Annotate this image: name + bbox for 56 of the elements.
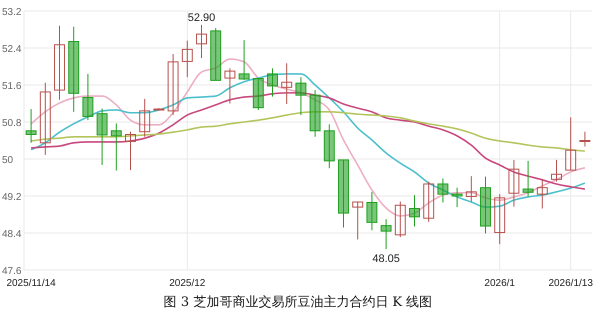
candlestick (366, 191, 378, 231)
candlestick (437, 178, 448, 203)
candlestick (125, 131, 136, 171)
candlestick (551, 159, 562, 182)
candlestick (26, 108, 37, 144)
candlestick (536, 179, 548, 209)
candlestick (494, 194, 506, 245)
candlestick (423, 181, 434, 222)
candlestick (409, 194, 420, 228)
candlestick (68, 26, 80, 112)
candlestick (182, 40, 193, 78)
candlestick (224, 68, 236, 104)
y-tick-label: 49.2 (2, 192, 22, 203)
y-tick-label: 48.4 (2, 229, 22, 240)
y-tick-label: 52.4 (2, 44, 22, 55)
candlestick (352, 202, 364, 240)
candlestick (196, 24, 207, 59)
candlestick (394, 201, 406, 238)
candlestick (380, 218, 392, 250)
y-tick-label: 47.6 (2, 266, 22, 277)
candlestick (267, 68, 278, 98)
candlestick (54, 25, 65, 100)
candlestick (82, 73, 94, 121)
candlestick (324, 124, 335, 169)
candlestick (252, 78, 264, 110)
candlestick (338, 159, 349, 228)
candlestick (565, 116, 576, 171)
y-tick-label: 51.6 (2, 81, 22, 92)
candlestick (139, 98, 150, 138)
candlestick (238, 40, 250, 80)
candlestick (508, 159, 520, 208)
annotation: 52.90 (188, 12, 216, 24)
text: 图 3 芝加哥商业交易所豆油主力合约日 K 线图 (164, 294, 432, 310)
candlestick (452, 187, 463, 208)
line-series (30, 58, 586, 217)
x-tick-label: 2025/11/14 (6, 278, 56, 289)
y-tick-label: 50 (2, 155, 14, 166)
y-tick-label: 50.8 (2, 118, 22, 129)
candlestick (40, 82, 51, 156)
candlestick (466, 176, 477, 202)
x-tick-label: 2026/1 (484, 278, 516, 289)
candlestick (522, 160, 534, 197)
candlestick (281, 62, 292, 104)
candlestick (96, 108, 108, 166)
line-series (30, 73, 586, 208)
candlestick (480, 176, 491, 234)
candlestick (168, 54, 179, 116)
candlestick (295, 76, 306, 116)
candlestick (110, 122, 122, 172)
candlestick (579, 131, 590, 148)
annotation: 48.05 (372, 253, 400, 266)
x-tick-label: 2025/12 (169, 278, 206, 289)
y-tick-label: 53.2 (2, 7, 22, 18)
x-tick-label: 2026/1/13 (548, 278, 594, 289)
candlestick (210, 28, 222, 81)
candlestick (310, 90, 321, 138)
